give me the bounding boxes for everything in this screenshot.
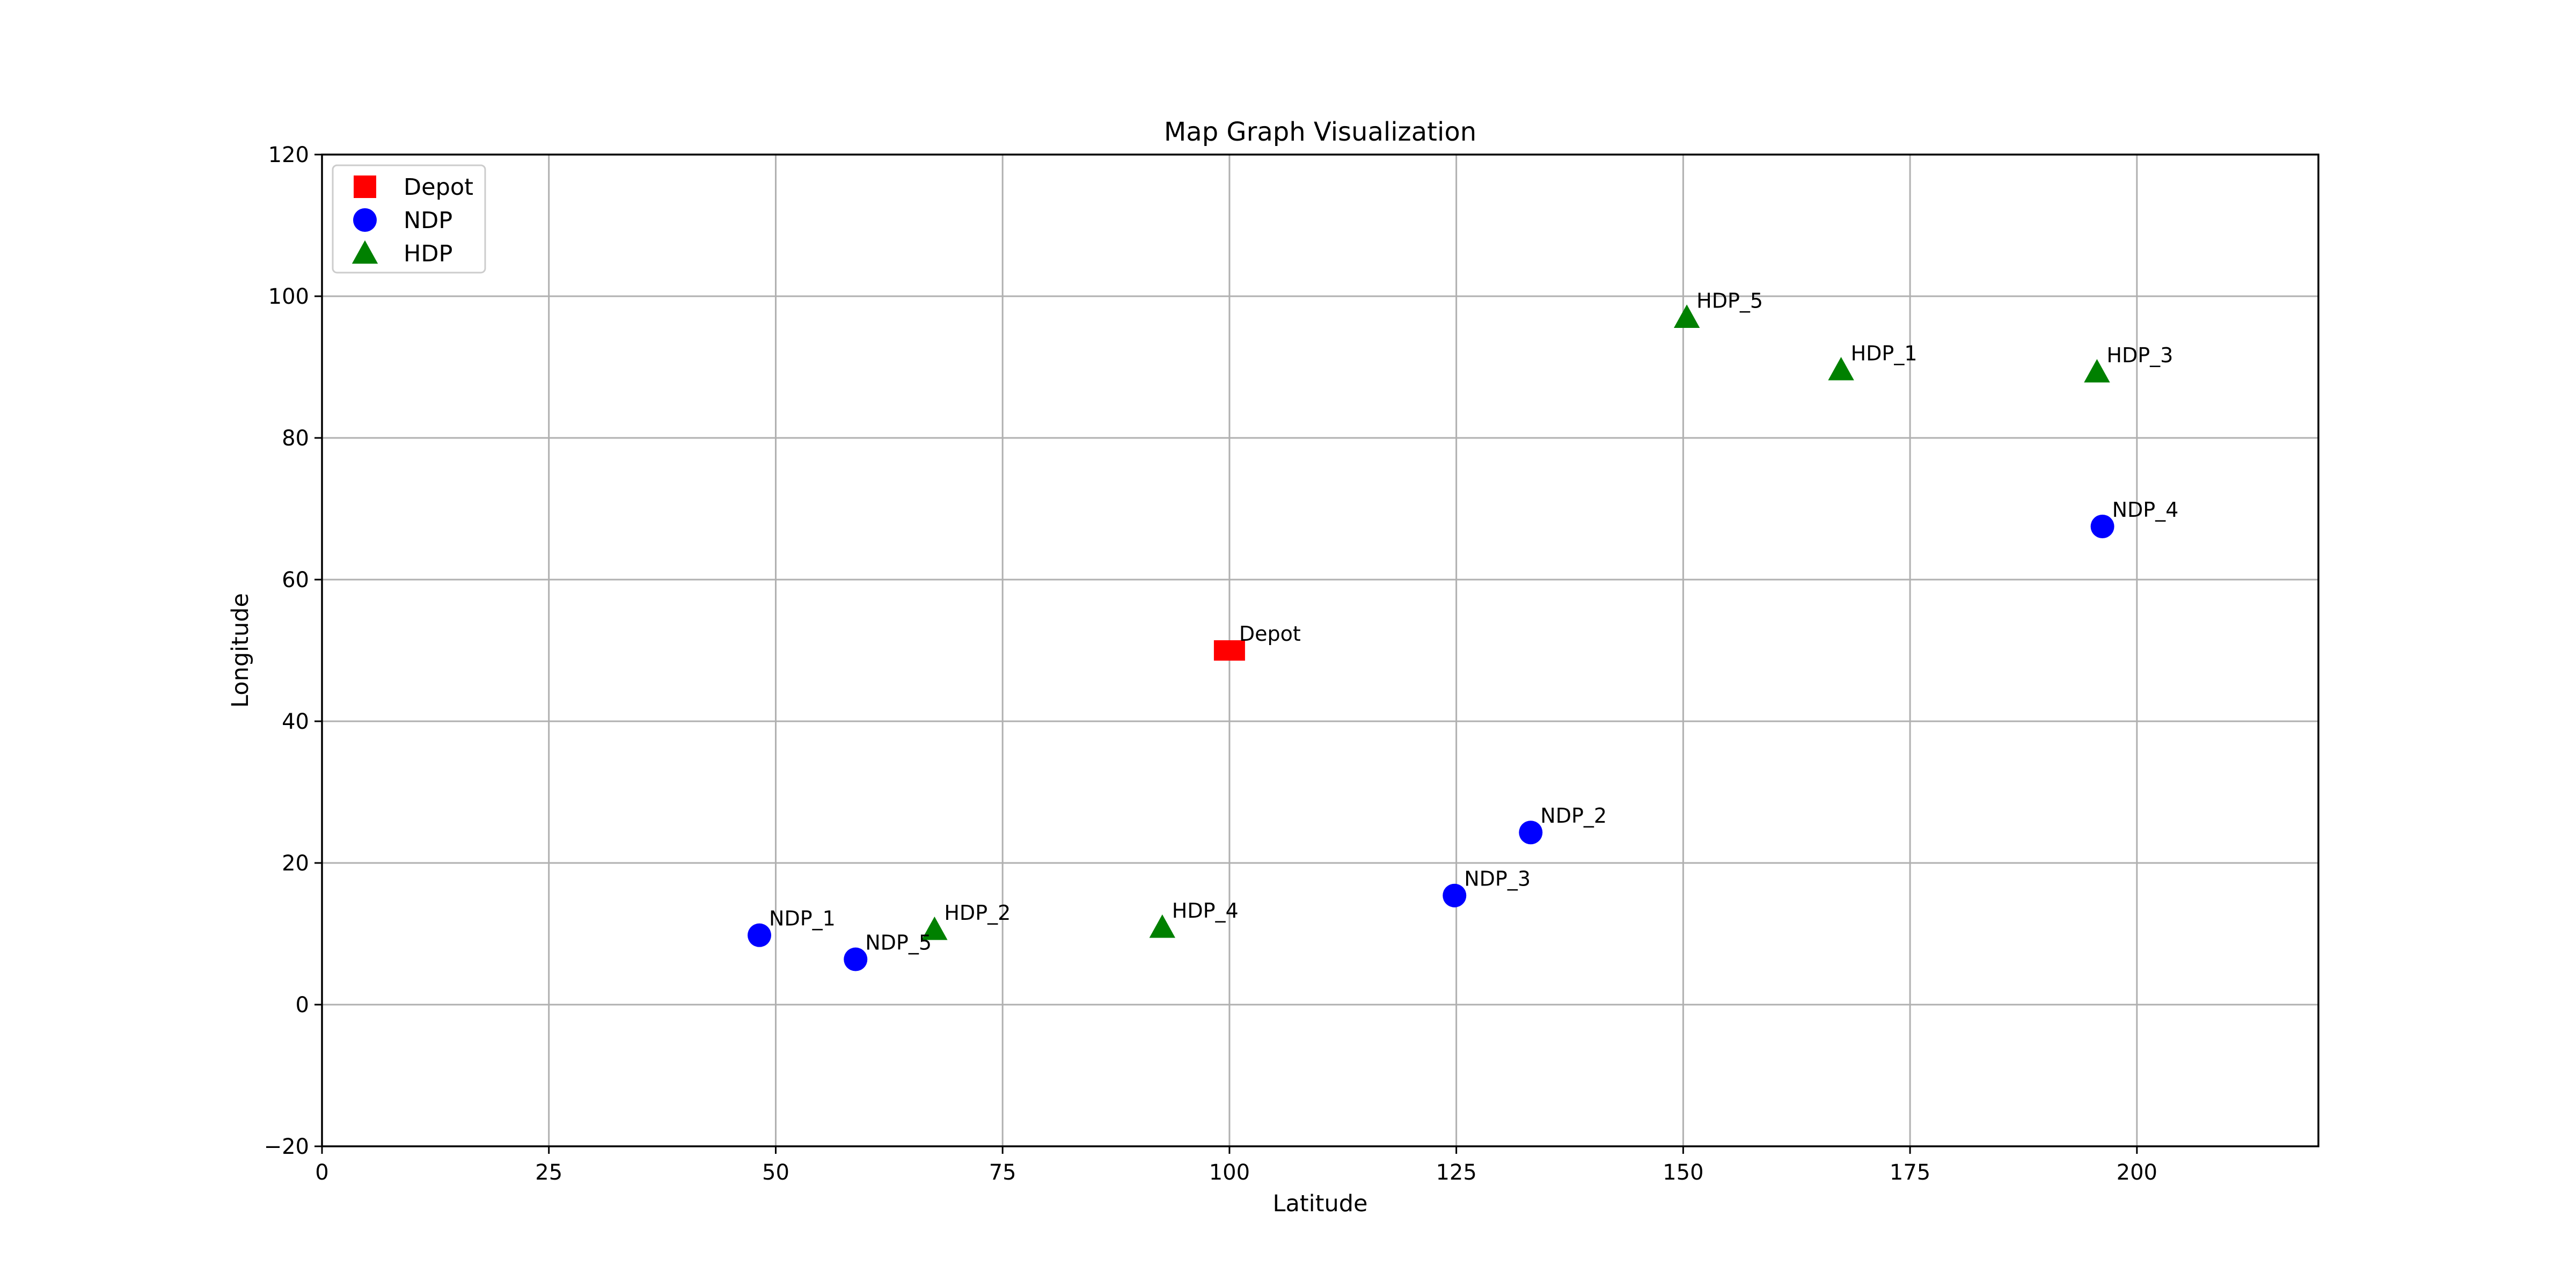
point-label: HDP_5 [1696,289,1763,313]
ndp-marker [844,947,868,971]
point-label: NDP_5 [865,931,932,955]
y-tick-label: 60 [282,568,309,592]
x-tick-label: 100 [1209,1160,1250,1185]
x-tick-label: 200 [2117,1160,2157,1185]
legend-hdp-marker [352,240,378,264]
data-markers [748,304,2114,971]
legend: Depot NDP HDP [332,164,486,274]
y-tick-label: 120 [268,143,309,167]
point-label: Depot [1239,622,1301,646]
point-label: NDP_1 [769,907,836,931]
point-label: HDP_3 [2106,343,2173,367]
point-label: NDP_3 [1464,867,1531,891]
x-tick-label: 175 [1890,1160,1930,1185]
point-label: HDP_1 [1851,341,1918,365]
point-labels: Depot NDP_1 NDP_2 NDP_3 NDP_4 NDP_5 HDP_1 HDP_2… [769,289,2178,955]
y-tick-label: 20 [282,851,309,876]
y-tick-label: −20 [264,1135,309,1159]
x-tick-label: 50 [762,1160,789,1185]
y-tick-label: 100 [268,284,309,309]
y-tick-label: 0 [296,993,309,1018]
plot-frame [321,153,2319,1147]
x-tick-label: 0 [315,1160,328,1185]
legend-ndp-marker [353,208,377,232]
hdp-marker [2084,359,2110,383]
ndp-marker [2090,515,2114,538]
point-label: NDP_4 [2112,498,2179,522]
point-label: HDP_4 [1172,899,1239,923]
ndp-marker [1443,883,1467,908]
depot-marker [1224,640,1245,661]
x-axis-label: Latitude [1273,1190,1368,1217]
ndp-marker [748,923,772,947]
hdp-marker [1828,357,1854,380]
y-axis-label: Longitude [227,593,254,708]
y-tick-label: 80 [282,426,309,451]
x-tick-label: 150 [1663,1160,1703,1185]
x-tick-label: 125 [1436,1160,1476,1185]
y-tick-label: 40 [282,709,309,734]
hdp-marker [1673,304,1700,328]
legend-entry-depot: Depot [404,174,473,201]
hdp-marker [921,916,948,940]
legend-depot-marker [354,175,376,198]
legend-entry-ndp: NDP [404,207,452,234]
x-tick-label: 75 [989,1160,1016,1185]
legend-entry-hdp: HDP [404,240,452,267]
chart-title: Map Graph Visualization [1164,117,1476,147]
x-tick-label: 25 [535,1160,562,1185]
ndp-marker [1519,821,1543,845]
hdp-marker [1149,914,1175,938]
point-label: NDP_2 [1540,804,1607,828]
point-label: HDP_2 [944,901,1011,925]
